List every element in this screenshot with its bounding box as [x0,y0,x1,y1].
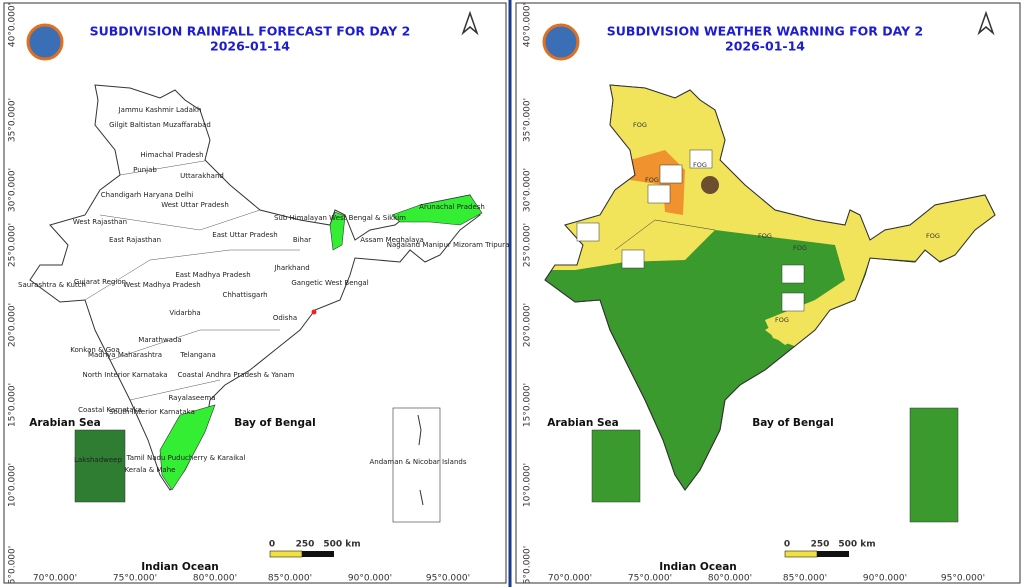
region-label: West Uttar Pradesh [161,201,229,209]
region-label: Konkan & Goa [70,346,120,354]
map-date: 2026-01-14 [725,39,805,54]
latitude-label: 40°0.000' [8,3,18,47]
longitude-label: 95°0.000' [426,574,470,584]
region-label: Lakshadweep [74,456,122,464]
region-label: Chandigarh Haryana Delhi [101,191,193,199]
longitude-label: 80°0.000' [708,574,752,584]
region-label: Marathwada [138,336,181,344]
region-label: South Interior Karnataka [109,408,195,416]
region-label: Odisha [273,314,297,322]
longitude-label: 75°0.000' [113,574,157,584]
fog-label: FOG [793,244,807,252]
longitude-label: 90°0.000' [863,574,907,584]
fog-label: FOG [633,121,647,129]
region-label: Assam Meghalaya [360,236,424,244]
fog-label: FOG [693,161,707,169]
scale-label: 250 [296,540,315,550]
sea-label: Arabian Sea [29,417,101,429]
longitude-label: 70°0.000' [548,574,592,584]
latitude-label: 10°0.000' [523,463,533,507]
sea-label: Bay of Bengal [234,417,316,429]
latitude-label: 30°0.000' [523,168,533,212]
region-label: Himachal Pradesh [140,151,203,159]
fog-label: FOG [645,176,659,184]
latitude-label: 25°0.000' [523,223,533,267]
region-label: Madhya Maharashtra [88,351,162,359]
longitude-label: 85°0.000' [783,574,827,584]
sea-label: Indian Ocean [141,561,219,573]
sea-label: Indian Ocean [659,561,737,573]
region-label: Arunachal Pradesh [419,203,485,211]
region-label: Uttarakhand [180,172,224,180]
longitude-label: 85°0.000' [268,574,312,584]
region-label: Tamil Nadu Puducherry & Karaikal [126,454,246,462]
map-date: 2026-01-14 [210,39,290,54]
region-label: East Madhya Pradesh [175,271,250,279]
scale-label: 0 [269,540,275,550]
region-label: Jharkhand [273,264,309,272]
region-label: East Rajasthan [109,236,161,244]
region-label: Gangetic West Bengal [291,279,368,287]
region-label: Coastal Andhra Pradesh & Yanam [178,371,295,379]
region-label: Kerala & Mahe [125,466,176,474]
region-label: Gilgit Baltistan Muzaffarabad [109,121,211,129]
region-label: Gujarat Region [74,278,126,286]
emblem [26,23,580,61]
region-label: North Interior Karnataka [82,371,167,379]
latitude-label: 20°0.000' [8,303,18,347]
map-title: SUBDIVISION WEATHER WARNING FOR DAY 2 [607,24,923,39]
region-label: Chhattisgarh [222,291,267,299]
sea-label: Arabian Sea [547,417,619,429]
latitude-label: 15°0.000' [523,383,533,427]
latitude-label: 35°0.000' [523,98,533,142]
scale-label: 500 km [838,540,875,550]
latitude-label: 35°0.000' [8,98,18,142]
latitude-label: 10°0.000' [8,463,18,507]
region-label: Jammu Kashmir Ladakh [118,106,202,114]
north-arrow [461,10,995,36]
fog-label: FOG [775,316,789,324]
region-label: West Rajasthan [73,218,127,226]
region-label: Coastal Karnataka [78,406,142,414]
scale-bar [269,550,849,558]
longitude-label: 70°0.000' [33,574,77,584]
region-label: Vidarbha [169,309,200,317]
fog-label: FOG [758,232,772,240]
latitude-label: 5°0.000' [8,546,18,584]
fog-label: FOG [926,232,940,240]
region-label: Bihar [293,236,311,244]
map-title: SUBDIVISION RAINFALL FORECAST FOR DAY 2 [90,24,411,39]
latitude-label: 20°0.000' [523,303,533,347]
longitude-label: 90°0.000' [348,574,392,584]
scale-label: 0 [784,540,790,550]
latitude-label: 40°0.000' [523,3,533,47]
latitude-label: 5°0.000' [523,546,533,584]
latitude-label: 25°0.000' [8,223,18,267]
longitude-label: 75°0.000' [628,574,672,584]
longitude-label: 95°0.000' [941,574,985,584]
region-label: Saurashtra & Kutch [18,281,86,289]
latitude-label: 30°0.000' [8,168,18,212]
rainfall-map [29,84,483,523]
region-label: Andaman & Nicobar Islands [369,458,466,466]
region-label: Sub Himalayan West Bengal & Sikkim [274,214,406,222]
sea-label: Bay of Bengal [752,417,834,429]
region-label: West Madhya Pradesh [123,281,200,289]
scale-label: 250 [811,540,830,550]
region-label: Punjab [133,166,157,174]
region-label: Rayalaseema [168,394,215,402]
region-label: East Uttar Pradesh [212,231,277,239]
region-label: Nagaland Manipur Mizoram Tripura [387,241,510,249]
scale-label: 500 km [323,540,360,550]
longitude-label: 80°0.000' [193,574,237,584]
region-label: Telangana [179,351,216,359]
latitude-label: 15°0.000' [8,383,18,427]
